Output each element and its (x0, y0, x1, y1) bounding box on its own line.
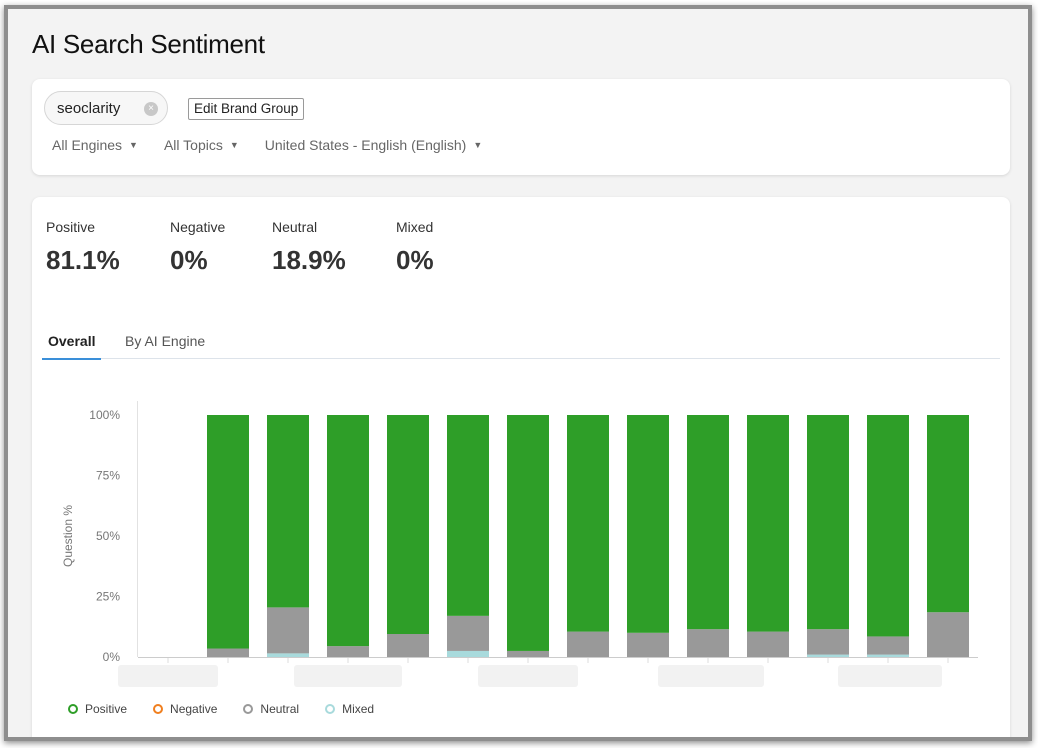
bar-segment-positive (447, 415, 489, 616)
app-window: AI Search Sentiment seoclarity × Edit Br… (4, 5, 1032, 741)
y-tick-label: 75% (96, 469, 120, 483)
legend-item-mixed[interactable]: Mixed (325, 702, 374, 716)
brand-chip-label: seoclarity (57, 99, 121, 117)
locale-dropdown[interactable]: United States - English (English) ▼ (265, 137, 482, 153)
legend-label: Positive (85, 702, 128, 716)
legend-positive-icon (68, 704, 78, 714)
y-tick-label: 0% (103, 650, 121, 664)
metric-value: 0% (170, 245, 208, 275)
y-tick-label: 100% (89, 408, 120, 422)
bar-segment-positive (867, 415, 909, 637)
legend-label: Mixed (342, 702, 375, 716)
y-axis-title: Question % (61, 505, 75, 567)
bar-segment-mixed (867, 654, 909, 657)
sentiment-stacked-bar-chart: 0% 25% 50% 75% 100% Question % (61, 401, 978, 687)
y-tick-label: 50% (96, 529, 120, 543)
redacted-category-label (478, 665, 578, 687)
filter-dropdowns: All Engines ▼ All Topics ▼ United States… (52, 137, 508, 153)
legend-mixed-icon (325, 704, 336, 714)
metric-neutral: Neutral 18.9% (272, 219, 346, 276)
bar-segment-mixed (447, 650, 489, 657)
bar-segment-mixed (267, 653, 309, 657)
redacted-category-label (118, 665, 218, 687)
caret-down-icon: ▼ (229, 140, 239, 150)
bar-segment-neutral (747, 631, 789, 657)
bar-segment-neutral (507, 650, 549, 657)
metric-value: 18.9% (272, 245, 346, 275)
bar-segment-neutral (687, 629, 729, 657)
filter-panel: seoclarity × Edit Brand Group All Engine… (32, 79, 1010, 175)
bar-segment-positive (627, 415, 669, 633)
legend-item-neutral[interactable]: Neutral (243, 702, 299, 716)
bar-segment-positive (807, 415, 849, 630)
bar-segment-positive (507, 415, 549, 651)
engines-dropdown-label: All Engines (52, 137, 123, 153)
legend-label: Negative (170, 702, 218, 716)
locale-dropdown-label: United States - English (English) (264, 137, 467, 153)
bar-segment-mixed (807, 654, 849, 657)
legend-item-negative[interactable]: Negative (153, 702, 217, 716)
metric-label: Mixed (396, 219, 434, 235)
bar-segment-positive (327, 415, 369, 647)
metric-value: 0% (396, 245, 434, 275)
redacted-category-label (658, 665, 764, 687)
page-title: AI Search Sentiment (32, 29, 265, 59)
metric-negative: Negative 0% (170, 219, 225, 276)
legend-label: Neutral (260, 702, 300, 716)
caret-down-icon: ▼ (129, 140, 138, 150)
bar-segment-positive (567, 415, 609, 632)
tab-by-ai-engine[interactable]: By AI Engine (125, 333, 206, 349)
chart-legend: Positive Negative Neutral Mixed (68, 702, 400, 716)
metric-positive: Positive 81.1% (46, 219, 120, 276)
metric-label: Negative (170, 219, 226, 235)
edit-brand-group-button[interactable]: Edit Brand Group (188, 98, 305, 120)
bar-segment-positive (207, 415, 249, 649)
sentiment-card: Positive 81.1% Negative 0% Neutral 18.9%… (32, 197, 1010, 737)
topics-dropdown-label: All Topics (163, 137, 223, 153)
metric-value: 81.1% (46, 245, 120, 275)
bar-segment-neutral (627, 632, 669, 657)
bar-segment-neutral (447, 615, 489, 651)
bar-segment-neutral (267, 607, 309, 654)
bar-segment-positive (927, 415, 969, 613)
metric-label: Positive (46, 219, 96, 235)
redacted-category-label (294, 665, 402, 687)
bar-segment-positive (687, 415, 729, 630)
bar-segment-neutral (867, 636, 909, 655)
brand-chip[interactable]: seoclarity × (44, 91, 168, 125)
tab-overall[interactable]: Overall (42, 333, 102, 360)
legend-negative-icon (153, 704, 164, 714)
bar-segment-neutral (387, 634, 429, 657)
engines-dropdown[interactable]: All Engines ▼ (52, 137, 138, 153)
view-tabs: Overall By AI Engine (42, 329, 1000, 360)
metric-mixed: Mixed 0% (396, 219, 434, 276)
bar-segment-neutral (927, 612, 969, 657)
bar-segment-neutral (807, 629, 849, 655)
bar-segment-positive (387, 415, 429, 635)
legend-item-positive[interactable]: Positive (68, 702, 127, 716)
bar-segment-neutral (567, 631, 609, 657)
legend-neutral-icon (243, 704, 254, 714)
y-tick-label: 25% (96, 590, 120, 604)
caret-down-icon: ▼ (473, 140, 483, 150)
clear-icon[interactable]: × (144, 102, 158, 116)
bar-segment-neutral (207, 648, 249, 657)
metric-label: Neutral (272, 219, 318, 235)
bar-segment-positive (747, 415, 789, 632)
topics-dropdown[interactable]: All Topics ▼ (164, 137, 239, 153)
redacted-category-label (838, 665, 942, 687)
bar-segment-neutral (327, 646, 369, 657)
bar-segment-positive (267, 415, 309, 608)
